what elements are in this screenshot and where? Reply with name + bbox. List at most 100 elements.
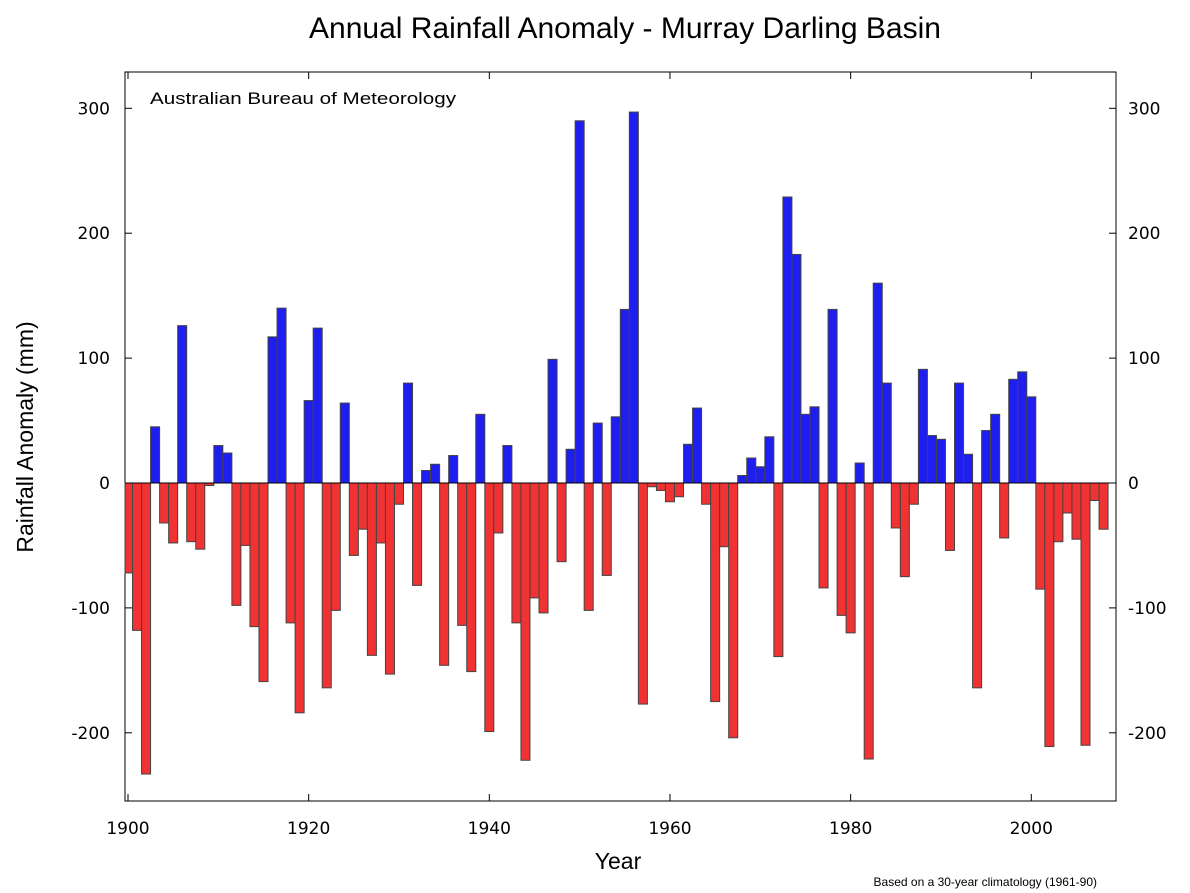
- bar-1981: [854, 462, 865, 484]
- x-tick-label: 2000: [1010, 819, 1053, 839]
- bar-1994: [972, 482, 983, 689]
- bar-1934: [430, 463, 441, 484]
- bar-1902: [141, 482, 152, 775]
- y-tick-label-left: -200: [71, 724, 110, 744]
- bar-1951: [583, 482, 594, 611]
- bar-1933: [421, 470, 432, 484]
- bar-1919: [294, 482, 305, 714]
- bar-1905: [168, 482, 179, 544]
- bar-2001: [1035, 482, 1046, 590]
- bar-1954: [610, 416, 621, 484]
- bar-1999: [1017, 371, 1028, 484]
- bar-1930: [393, 482, 405, 505]
- footnote: Based on a 30-year climatology (1961-90): [874, 875, 1097, 889]
- bar-1931: [403, 382, 414, 484]
- bar-1984: [881, 382, 892, 484]
- bar-1923: [330, 482, 341, 611]
- bar-1927: [366, 482, 377, 656]
- bar-1967: [728, 482, 739, 739]
- bar-2007: [1089, 482, 1100, 501]
- bar-1968: [737, 475, 748, 484]
- bar-1989: [926, 435, 937, 484]
- bar-1996: [990, 413, 1001, 484]
- bar-1903: [150, 426, 161, 484]
- bar-1906: [177, 325, 188, 484]
- chart-credit: Australian Bureau of Meteorology: [150, 89, 457, 108]
- bar-1916: [267, 336, 278, 484]
- bar-1907: [186, 482, 197, 543]
- x-tick-label: 1900: [106, 819, 149, 839]
- bar-1936: [448, 455, 459, 484]
- axis-ticks: -200 -200 -100 -100 0 0 100 100 200 200 300 300 1900…: [71, 72, 1167, 839]
- bar-1956: [628, 111, 639, 484]
- bar-1932: [412, 482, 423, 586]
- bar-1926: [357, 482, 368, 530]
- bar-1910: [213, 445, 224, 484]
- bar-2000: [1026, 396, 1037, 484]
- y-tick-label-right: -200: [1128, 724, 1167, 744]
- bar-1947: [547, 358, 558, 484]
- bar-1944: [520, 482, 531, 761]
- bars: [124, 111, 1109, 775]
- y-axis-label: Rainfall Anomaly (mm): [12, 321, 38, 552]
- bar-2005: [1071, 482, 1082, 540]
- bar-1978: [827, 308, 838, 484]
- bar-1921: [312, 327, 323, 484]
- bar-1911: [222, 452, 233, 484]
- bar-1917: [276, 307, 287, 484]
- bar-1908: [195, 482, 206, 550]
- bar-1922: [321, 482, 332, 689]
- bar-1943: [511, 482, 522, 624]
- x-axis-label: Year: [595, 848, 642, 874]
- bar-1986: [899, 482, 910, 578]
- bar-2004: [1062, 482, 1073, 514]
- bar-1969: [746, 457, 757, 484]
- bar-1920: [303, 400, 314, 484]
- bar-1948: [556, 482, 567, 563]
- bar-1995: [981, 430, 992, 484]
- bar-1976: [809, 406, 820, 484]
- x-tick-label: 1940: [468, 819, 511, 839]
- bar-1963: [692, 407, 703, 484]
- bar-1982: [863, 482, 874, 760]
- x-tick-label: 1960: [648, 819, 691, 839]
- bar-1949: [565, 448, 576, 484]
- bar-1913: [240, 482, 251, 546]
- bar-1974: [791, 253, 802, 484]
- bar-1965: [710, 482, 721, 703]
- bar-1979: [836, 482, 847, 616]
- bar-1945: [529, 482, 540, 599]
- bar-1990: [935, 438, 946, 484]
- x-tick-label: 1980: [829, 819, 872, 839]
- bar-1915: [258, 482, 269, 683]
- bar-1983: [872, 282, 883, 484]
- bar-1977: [818, 482, 829, 589]
- bar-1941: [493, 482, 504, 534]
- bar-1959: [655, 482, 666, 491]
- bar-1942: [502, 445, 513, 484]
- x-tick-label: 1920: [287, 819, 330, 839]
- y-tick-label-right: 100: [1128, 349, 1160, 369]
- bar-1904: [159, 482, 170, 524]
- bar-1966: [719, 482, 730, 548]
- bar-1918: [285, 482, 296, 624]
- bar-1973: [782, 196, 793, 484]
- bar-1946: [538, 482, 549, 614]
- bar-1970: [755, 466, 766, 484]
- y-tick-label-left: 200: [78, 224, 110, 244]
- bar-1993: [963, 453, 974, 484]
- bar-2003: [1053, 482, 1064, 543]
- bar-2006: [1080, 482, 1091, 746]
- bar-1955: [619, 308, 630, 484]
- bar-1924: [339, 402, 350, 484]
- bar-1988: [917, 368, 928, 484]
- bar-1975: [800, 413, 811, 484]
- bar-1987: [908, 482, 919, 505]
- bar-1998: [1008, 378, 1019, 484]
- y-tick-label-right: 300: [1128, 99, 1160, 119]
- bar-1985: [890, 482, 901, 529]
- bar-1935: [439, 482, 450, 666]
- bar-1997: [999, 482, 1010, 539]
- y-tick-label-left: 300: [78, 99, 110, 119]
